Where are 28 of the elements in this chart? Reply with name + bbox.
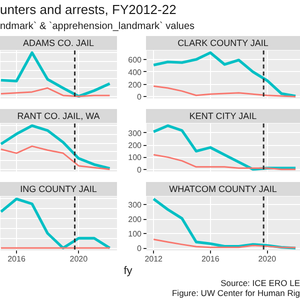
x-tick-label: 2016 [201,254,220,264]
text: unters and arrests, FY2012-22 [0,1,176,19]
x-tick-label: 2020 [258,254,277,264]
y-tick-label: 600 [128,55,142,64]
y-tick-label: 100 [128,153,142,162]
y-tick-label: 0 [137,92,142,102]
y-tick-label: 200 [128,80,142,90]
text: Figure: UW Center for Human Rig [172,288,300,298]
y-tick-label: 0 [137,165,142,174]
y-tick-label: 300 [128,200,142,210]
chart-title: ADAMS CO. JAIL [22,37,94,50]
y-tick-label: 300 [128,128,142,138]
x-tick-label: 2020 [70,254,88,264]
text: ndmark` & `apprehension_landmark` values [0,20,195,34]
y-tick-label: 200 [128,141,142,150]
x-tick-label: 2016 [8,254,26,264]
y-tick-label: 0 [137,244,142,254]
y-tick-label: 100 [128,230,142,239]
chart-title: CLARK COUNTY JAIL [178,37,268,50]
y-tick-label: 200 [128,215,142,224]
source-note: Source: ICE ERO LE [220,278,300,288]
x-tick-label: 2012 [144,254,164,264]
chart-title: WHATCOM COUNTY JAIL [169,183,277,196]
y-tick-label: 400 [128,68,142,77]
x-axis-title: fy [124,264,132,278]
chart-title: KENT CITY JAIL [189,110,257,123]
chart-title: RANT CO. JAIL, WA [17,110,100,123]
chart-title: ING COUNTY JAIL [20,183,97,196]
